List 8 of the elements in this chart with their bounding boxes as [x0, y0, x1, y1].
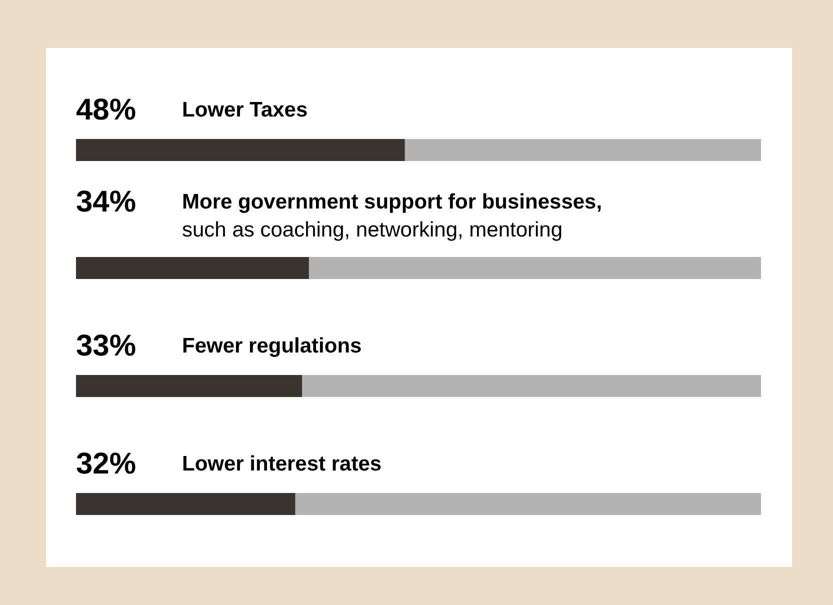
data-label: 33%: [76, 330, 136, 362]
data-label: 34%: [76, 186, 136, 218]
y-tick-label: More government support for businesses, such as coaching, networking, mentoring: [182, 190, 602, 242]
y-tick-label: Fewer regulations: [182, 334, 362, 358]
y-tick-label: Lower Taxes: [182, 98, 308, 122]
data-label: 32%: [76, 448, 136, 480]
data-label: 48%: [76, 94, 136, 126]
y-tick-label: Lower interest rates: [182, 452, 382, 476]
